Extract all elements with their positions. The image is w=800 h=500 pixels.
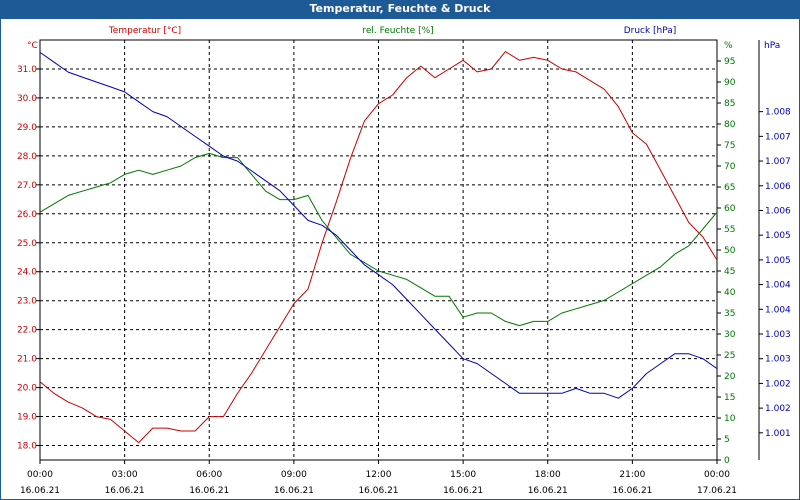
humidity-tick-label: 55	[724, 225, 735, 235]
humidity-tick-label: 85	[724, 99, 735, 109]
humidity-tick-label: 75	[724, 141, 735, 151]
humidity-tick-label: 25	[724, 351, 735, 361]
x-tick-label-date: 16.06.21	[612, 486, 652, 496]
x-tick-label-date: 16.06.21	[528, 486, 568, 496]
grid-layer	[40, 40, 717, 460]
pressure-tick-label: 1.008	[765, 108, 791, 118]
axes-layer: 00:00 16.06.21 03:00 16.06.21 06:00 16.06.21 0…	[17, 40, 791, 496]
x-tick-label-date: 16.06.21	[20, 486, 60, 496]
humidity-tick-label: 45	[724, 267, 735, 277]
x-tick-label-time: 09:00	[281, 470, 307, 480]
series-layer	[39, 51, 718, 444]
humidity-tick-label: 65	[724, 183, 735, 193]
temperature-tick-label: 20.0	[17, 384, 37, 394]
temperature-tick-label: 31.0	[17, 65, 37, 75]
x-tick-label-date: 16.06.21	[105, 486, 145, 496]
humidity-tick-label: 50	[724, 246, 736, 256]
temperature-tick-label: 23.0	[17, 297, 37, 307]
humidity-tick-label: 40	[724, 288, 736, 298]
pressure-tick-label: 1.001	[765, 429, 791, 439]
x-tick-label-date: 16.06.21	[443, 486, 483, 496]
temperature-tick-label: 24.0	[17, 268, 37, 278]
x-tick-label-date: 16.06.21	[189, 486, 229, 496]
pressure-tick-label: 1.002	[765, 404, 791, 414]
pressure-tick-label: 1.006	[765, 182, 791, 192]
humidity-tick-label: 70	[724, 162, 736, 172]
humidity-tick-label: 95	[724, 57, 735, 67]
humidity-tick-label: 80	[724, 120, 736, 130]
pressure-tick-label: 1.004	[765, 305, 791, 315]
pressure-series-line	[39, 51, 718, 399]
x-tick-label-time: 00:00	[704, 470, 730, 480]
temperature-tick-label: 18.0	[17, 442, 37, 452]
x-tick-label-time: 00:00	[27, 470, 53, 480]
pressure-tick-label: 1.003	[765, 355, 791, 365]
pressure-tick-label: 1.007	[765, 132, 791, 142]
temperature-tick-label: 27.0	[17, 181, 37, 191]
x-tick-label-time: 18:00	[535, 470, 561, 480]
pressure-tick-label: 1.006	[765, 206, 791, 216]
temperature-axis-label: Temperatur [°C]	[108, 26, 181, 36]
x-tick-label-time: 06:00	[196, 470, 222, 480]
humidity-tick-label: 30	[724, 330, 736, 340]
humidity-tick-label: 90	[724, 78, 736, 88]
humidity-tick-label: 20	[724, 372, 736, 382]
humidity-tick-label: 15	[724, 393, 735, 403]
pressure-tick-label: 1.003	[765, 330, 791, 340]
x-tick-label-time: 21:00	[619, 470, 645, 480]
humidity-axis-label: rel. Feuchte [%]	[362, 26, 433, 36]
temperature-tick-label: 28.0	[17, 152, 37, 162]
x-tick-label-date: 16.06.21	[358, 486, 398, 496]
temperature-tick-label: 25.0	[17, 239, 37, 249]
x-tick-label-date: 17.06.21	[697, 486, 737, 496]
humidity-series-line	[39, 152, 718, 327]
humidity-tick-label: 0	[724, 456, 730, 466]
pressure-unit-label: hPa	[764, 41, 780, 51]
temperature-tick-label: 30.0	[17, 94, 37, 104]
x-tick-label-time: 12:00	[366, 470, 392, 480]
temperature-tick-label: 21.0	[17, 355, 37, 365]
pressure-tick-label: 1.004	[765, 281, 791, 291]
humidity-tick-label: 5	[724, 435, 730, 445]
humidity-tick-label: 35	[724, 309, 735, 319]
x-tick-label-time: 15:00	[450, 470, 476, 480]
x-tick-label-date: 16.06.21	[274, 486, 314, 496]
humidity-tick-label: 60	[724, 204, 736, 214]
temperature-tick-label: 22.0	[17, 326, 37, 336]
humidity-tick-label: 10	[724, 414, 736, 424]
pressure-axis-label: Druck [hPa]	[624, 26, 677, 36]
x-tick-label-time: 03:00	[112, 470, 138, 480]
humidity-unit-label: %	[724, 41, 733, 51]
temperature-series-line	[39, 51, 718, 444]
pressure-tick-label: 1.002	[765, 379, 791, 389]
temperature-tick-label: 19.0	[17, 413, 37, 423]
pressure-tick-label: 1.007	[765, 157, 791, 167]
pressure-tick-label: 1.005	[765, 256, 791, 266]
temperature-tick-label: 26.0	[17, 210, 37, 220]
temperature-tick-label: 29.0	[17, 123, 37, 133]
window-title: Temperatur, Feuchte & Druck	[0, 0, 800, 18]
pressure-tick-label: 1.005	[765, 231, 791, 241]
temperature-unit-label: °C	[27, 41, 38, 51]
